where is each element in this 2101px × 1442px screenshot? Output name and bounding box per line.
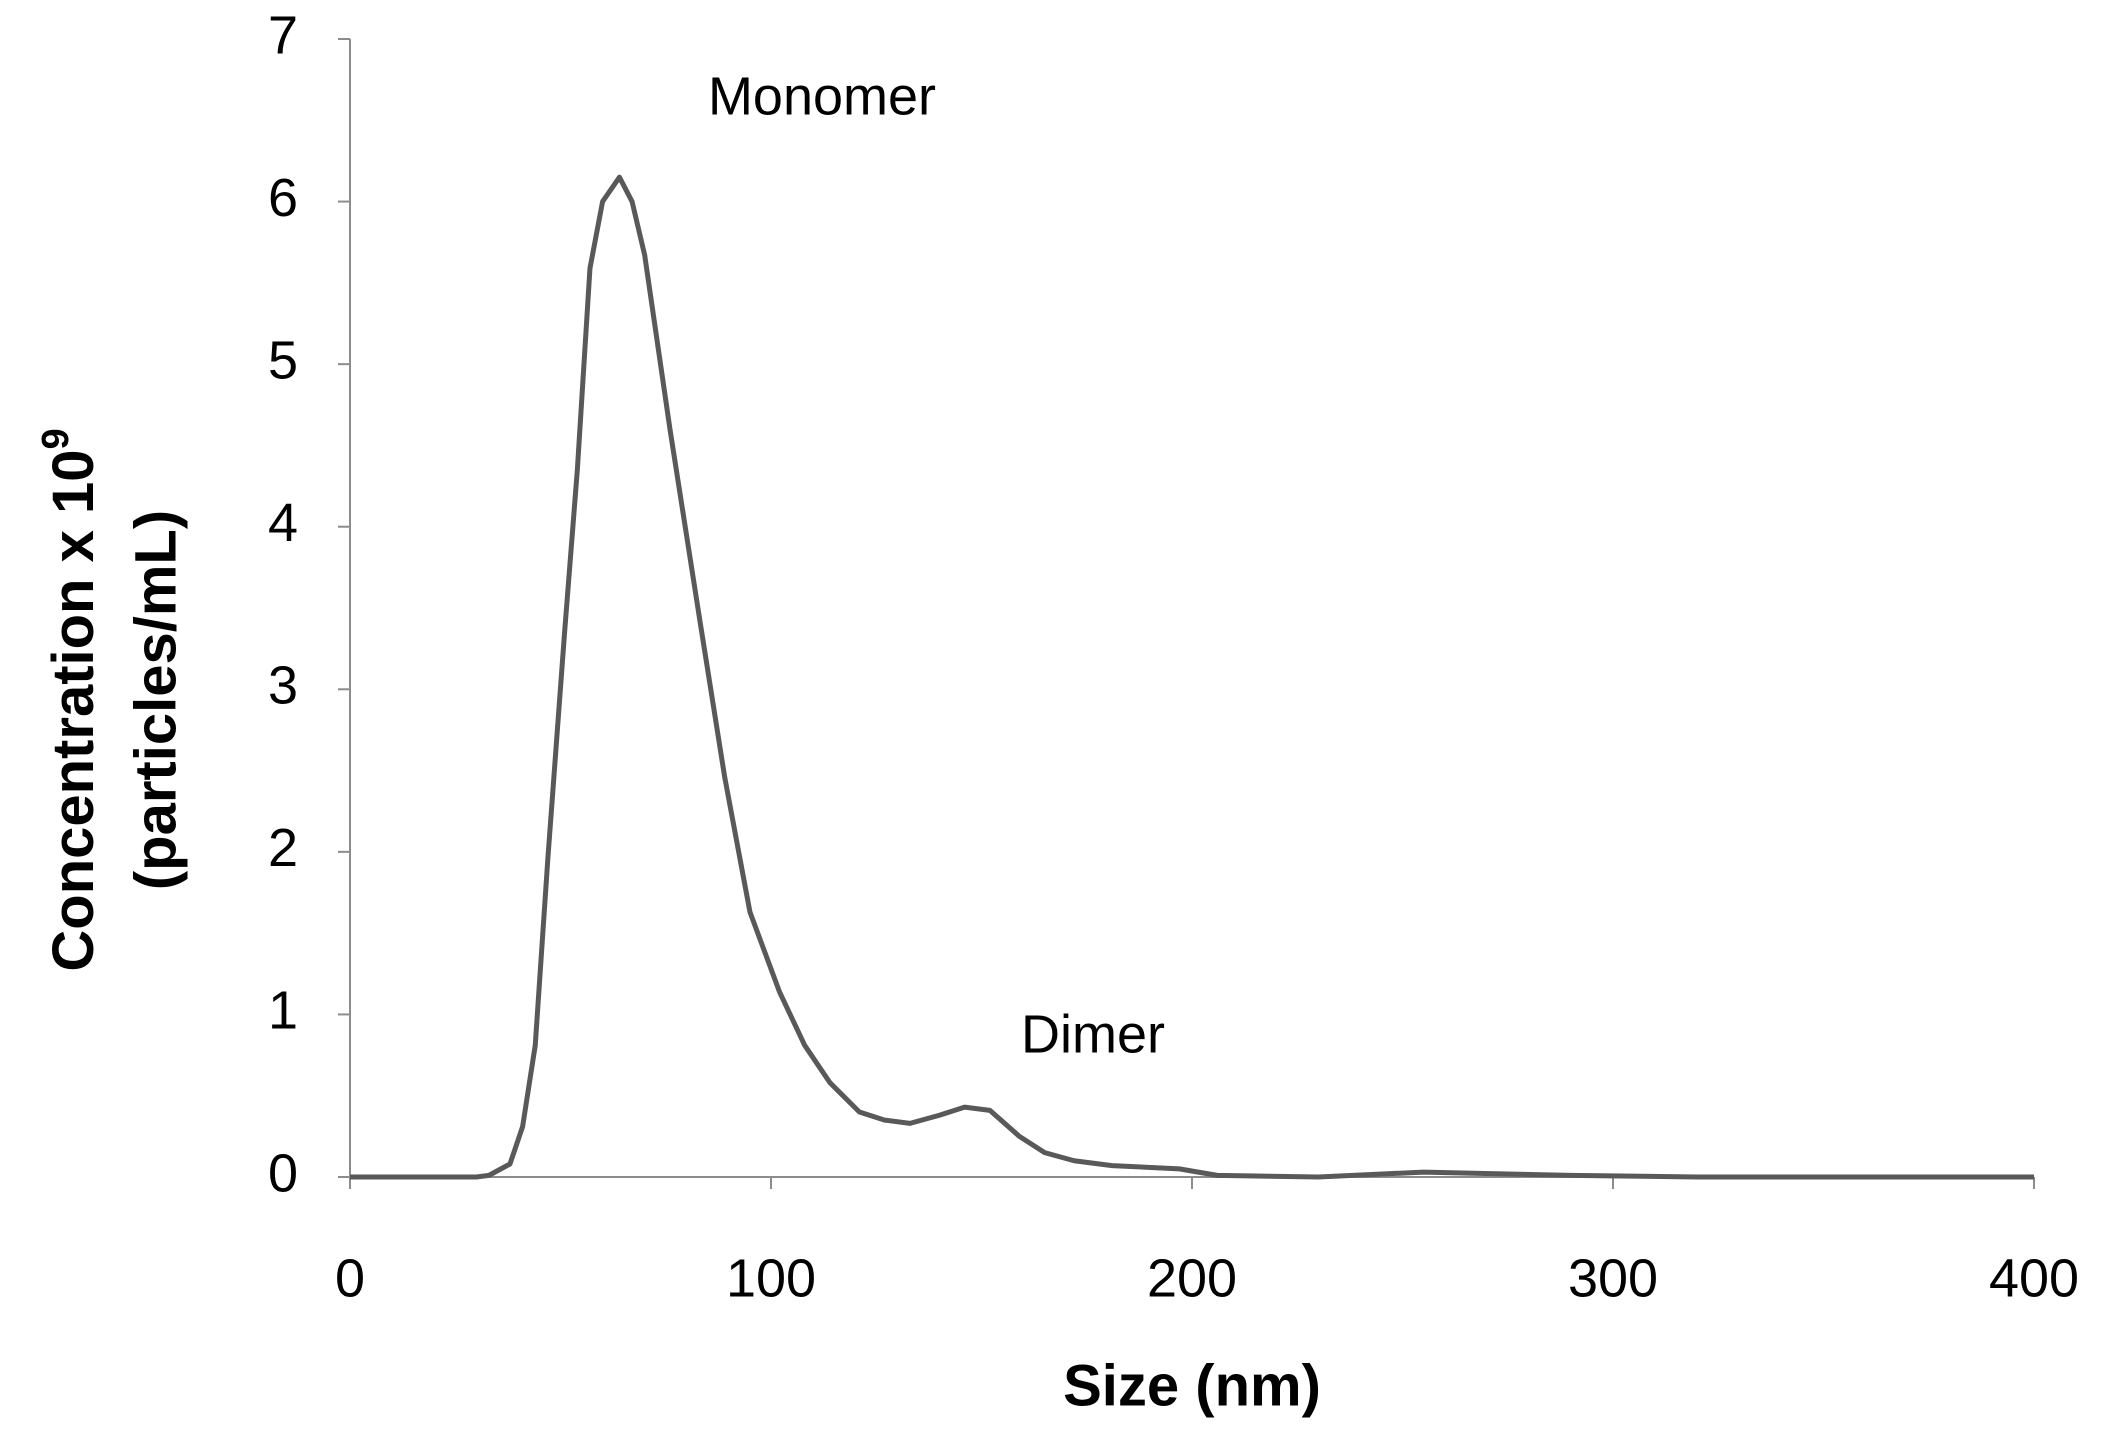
x-tick-label: 400	[1989, 1248, 2079, 1308]
y-tick-label: 2	[268, 818, 298, 878]
y-tick-label: 1	[268, 981, 298, 1041]
y-axis-title: Concentration x 109	[35, 428, 106, 971]
annotation: Dimer	[1021, 1004, 1165, 1064]
y-tick-label: 6	[268, 168, 298, 228]
y-tick-label: 5	[268, 330, 298, 390]
data-line	[350, 174, 2034, 1180]
y-axis-title-group: Concentration x 109 (particles/mL)	[35, 428, 188, 971]
y-tick-label: 7	[268, 5, 298, 65]
y-tick-label: 4	[268, 493, 298, 553]
x-tick-label: 100	[726, 1248, 816, 1308]
x-tick-label: 200	[1147, 1248, 1237, 1308]
y-axis-title: (particles/mL)	[123, 510, 188, 890]
y-axis-title-line: Concentration x 10	[41, 450, 106, 972]
annotation: Monomer	[708, 66, 936, 126]
y-tick-label: 3	[268, 656, 298, 716]
y-tick-label: 0	[268, 1143, 298, 1203]
x-tick-label: 0	[335, 1248, 365, 1308]
x-tick-label: 300	[1568, 1248, 1658, 1308]
x-axis-title: Size (nm)	[1063, 1353, 1321, 1418]
y-axis-title-superscript: 9	[35, 428, 77, 449]
